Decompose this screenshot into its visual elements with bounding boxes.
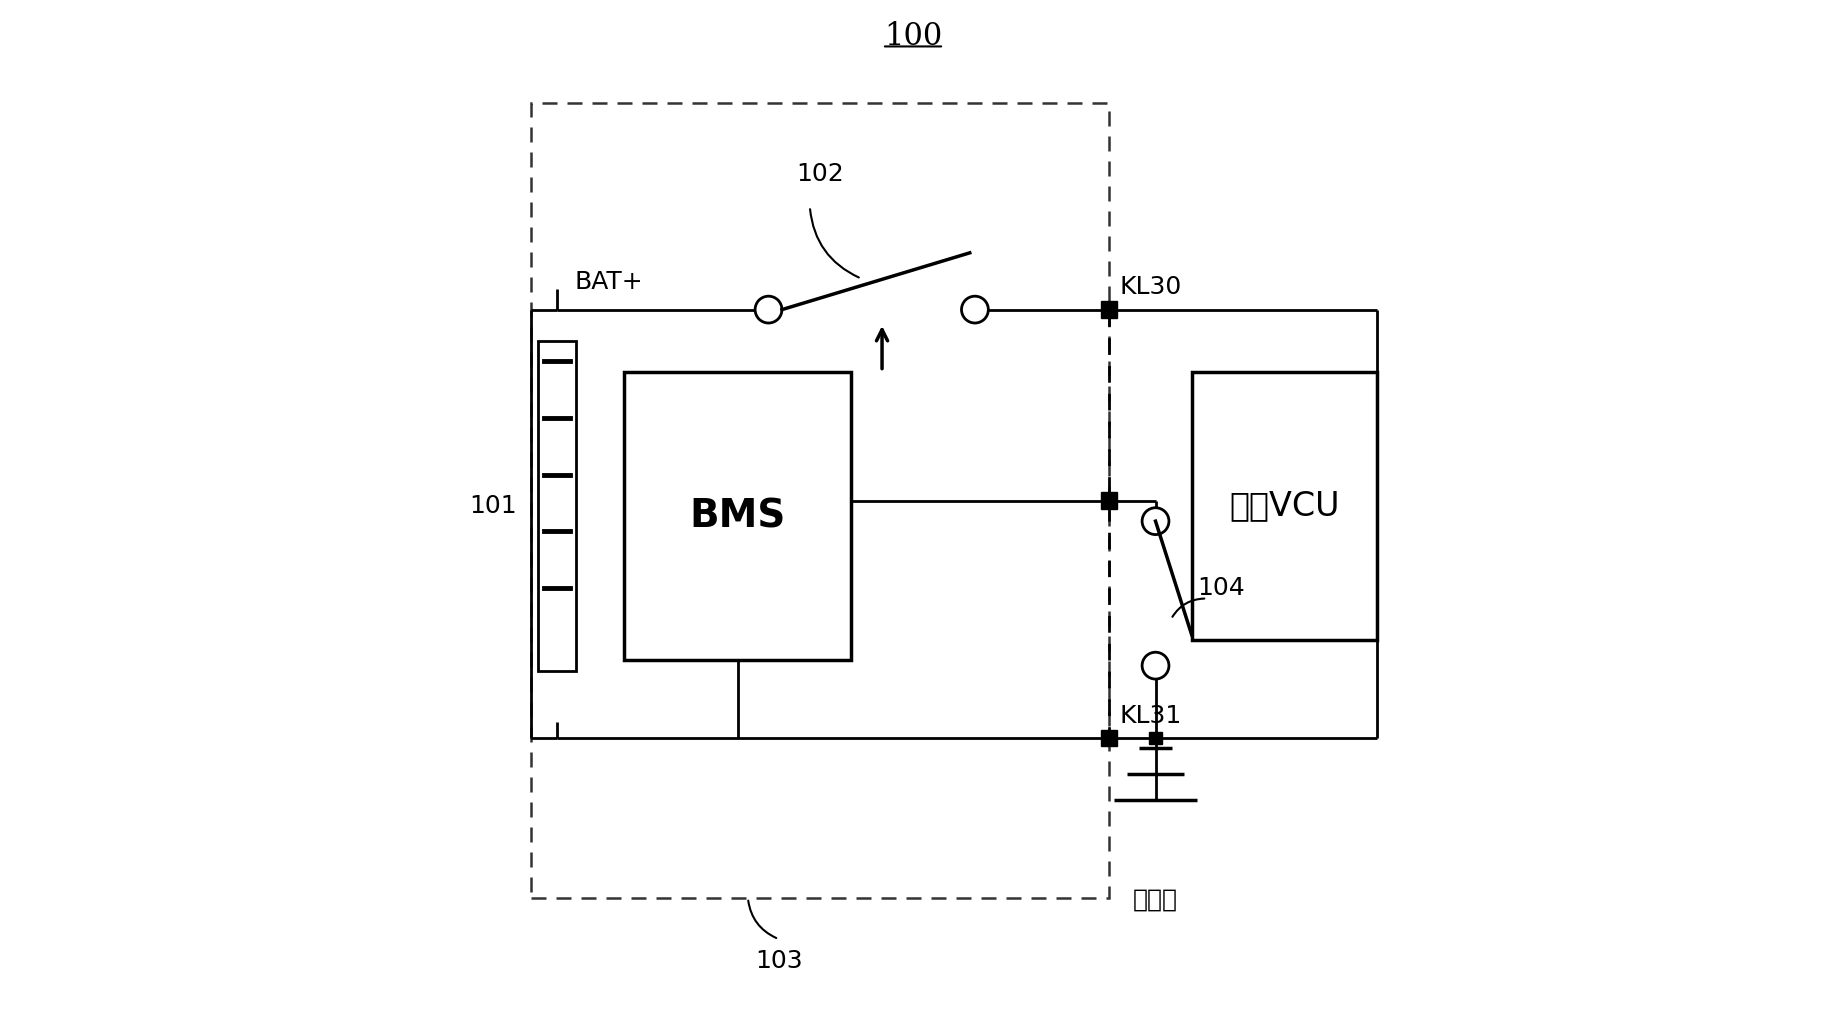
Bar — [1101, 730, 1118, 746]
Bar — [539, 341, 575, 671]
Text: 103: 103 — [754, 949, 803, 973]
Text: KL30: KL30 — [1119, 276, 1181, 299]
Text: 101: 101 — [469, 493, 517, 518]
Bar — [531, 103, 1108, 898]
Text: BAT+: BAT+ — [573, 270, 643, 294]
Bar — [1192, 372, 1377, 640]
Bar — [1149, 732, 1161, 744]
Text: 车辆VCU: 车辆VCU — [1229, 489, 1340, 522]
Text: 底盘地: 底盘地 — [1132, 888, 1178, 911]
Bar — [624, 372, 851, 660]
Bar — [1101, 301, 1118, 318]
Bar — [1101, 492, 1118, 509]
Text: 102: 102 — [796, 162, 844, 186]
Text: 100: 100 — [884, 21, 942, 52]
Text: 104: 104 — [1196, 576, 1245, 601]
Text: KL31: KL31 — [1119, 704, 1181, 728]
Text: BMS: BMS — [690, 497, 785, 535]
